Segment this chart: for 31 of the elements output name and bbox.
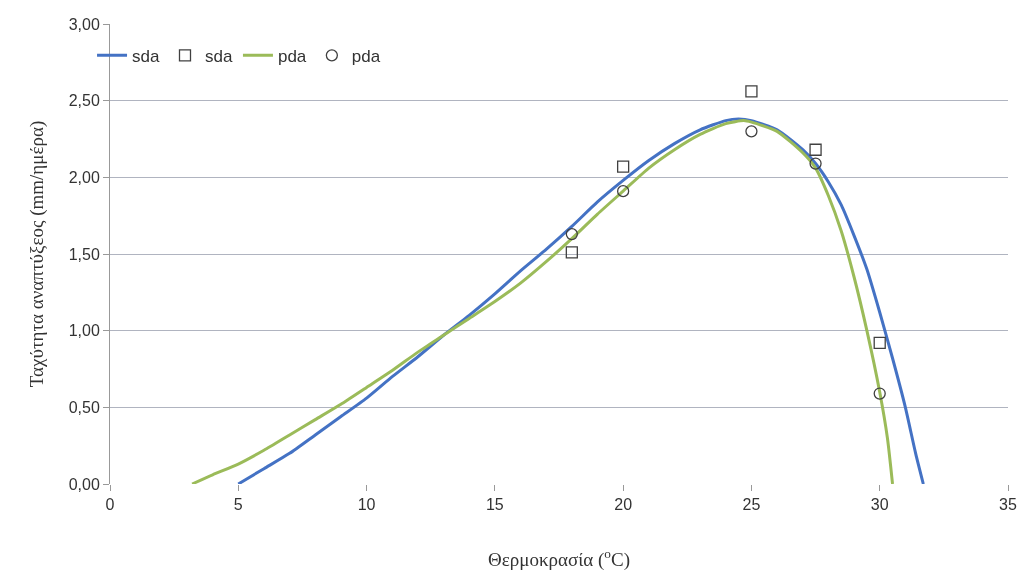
- legend-label: pda: [277, 46, 307, 66]
- point: [745, 85, 758, 98]
- point: [616, 184, 630, 198]
- point: [616, 160, 630, 173]
- y-tick-label: 2,00: [68, 168, 100, 186]
- x-tick-label: 0: [105, 496, 115, 514]
- x-tick-label: 35: [999, 496, 1017, 514]
- point: [873, 336, 886, 350]
- y-tick-label: 1,50: [68, 245, 100, 263]
- x-tick-label: 25: [742, 496, 761, 514]
- y-tick-label: 0,00: [68, 475, 100, 493]
- point: [873, 387, 886, 400]
- x-axis-title: Θερμοκρασία ($^{o}$C): [488, 546, 630, 571]
- y-tick-label: 3,00: [68, 15, 100, 33]
- y-tick-label: 1,00: [68, 322, 100, 340]
- point: [809, 143, 822, 156]
- y-tick-label: 2,50: [68, 92, 100, 110]
- y-tick-label: 0,50: [68, 398, 100, 416]
- x-tick-label: 20: [614, 496, 633, 514]
- legend-label: sda: [205, 46, 233, 66]
- point: [565, 227, 578, 241]
- x-tick-label: 15: [485, 496, 504, 514]
- legend-label: sda: [132, 46, 160, 66]
- point: [565, 246, 578, 259]
- y-axis-title: Ταχύτητα αναπτύξεος (mm/ημέρα): [25, 120, 48, 388]
- x-tick-label: 10: [357, 496, 376, 514]
- point: [745, 125, 758, 138]
- point: [809, 157, 822, 170]
- x-tick-label: 30: [870, 496, 889, 514]
- x-tick-label: 5: [233, 496, 243, 514]
- legend-label: pda: [351, 46, 381, 66]
